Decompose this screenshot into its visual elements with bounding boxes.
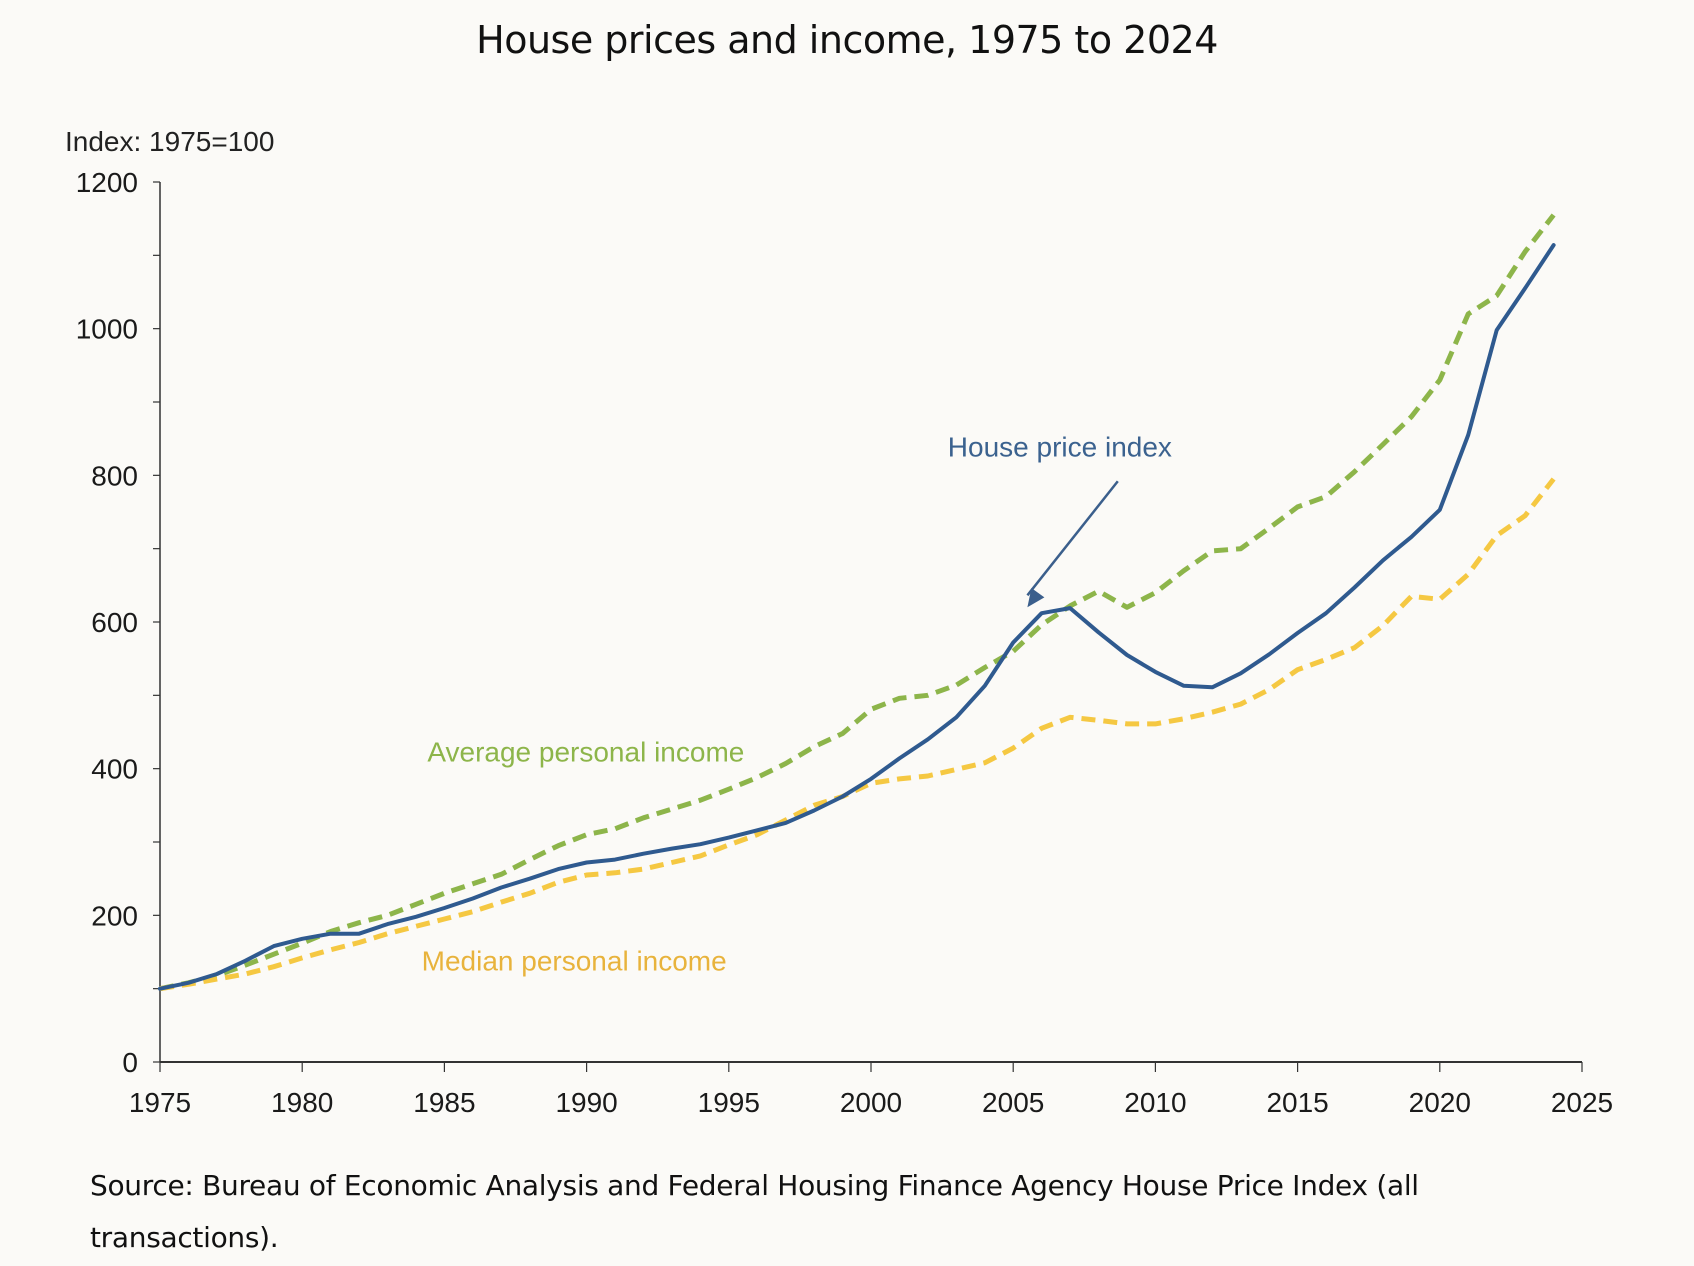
series-lines (158, 213, 1556, 992)
x-tick-label: 1990 (555, 1087, 617, 1118)
series-line-median-personal-income (159, 477, 1556, 992)
y-tick-label: 1000 (76, 314, 138, 345)
y-axis-label: Index: 1975=100 (65, 126, 275, 157)
annotation-arrow-line (1026, 480, 1119, 597)
series-line-house-price-index (158, 243, 1556, 991)
y-tick-label: 200 (91, 900, 138, 931)
y-tick-label: 600 (91, 607, 138, 638)
annotations: House price index Average personal income… (422, 431, 1172, 976)
annotation-label-house-price-index: House price index (948, 431, 1172, 462)
y-tick-label: 800 (91, 460, 138, 491)
series-line-average-personal-income (159, 213, 1556, 992)
x-tick-label: 2025 (1551, 1087, 1613, 1118)
x-tick-label: 1975 (129, 1087, 191, 1118)
y-tick-label: 1200 (76, 167, 138, 198)
axes: 0 200 400 600 800 1000 1200 1975 1980 1985 1990 199… (76, 167, 1613, 1118)
y-tick-label: 400 (91, 754, 138, 785)
x-tick-label: 2000 (840, 1087, 902, 1118)
chart-title: House prices and income, 1975 to 2024 (476, 18, 1218, 62)
x-tick-label: 2015 (1266, 1087, 1328, 1118)
x-tick-label: 1985 (413, 1087, 475, 1118)
annotation-arrow-head-icon (1027, 588, 1045, 608)
annotation-label-median-personal-income: Median personal income (422, 945, 727, 976)
x-tick-label: 1995 (698, 1087, 760, 1118)
x-tick-label: 2010 (1124, 1087, 1186, 1118)
x-tick-label: 2020 (1409, 1087, 1471, 1118)
source-note: Source: Bureau of Economic Analysis and … (90, 1169, 1419, 1254)
annotation-label-average-personal-income: Average personal income (427, 736, 744, 767)
y-tick-label: 0 (122, 1047, 138, 1078)
x-tick-label: 2005 (982, 1087, 1044, 1118)
x-tick-label: 1980 (271, 1087, 333, 1118)
